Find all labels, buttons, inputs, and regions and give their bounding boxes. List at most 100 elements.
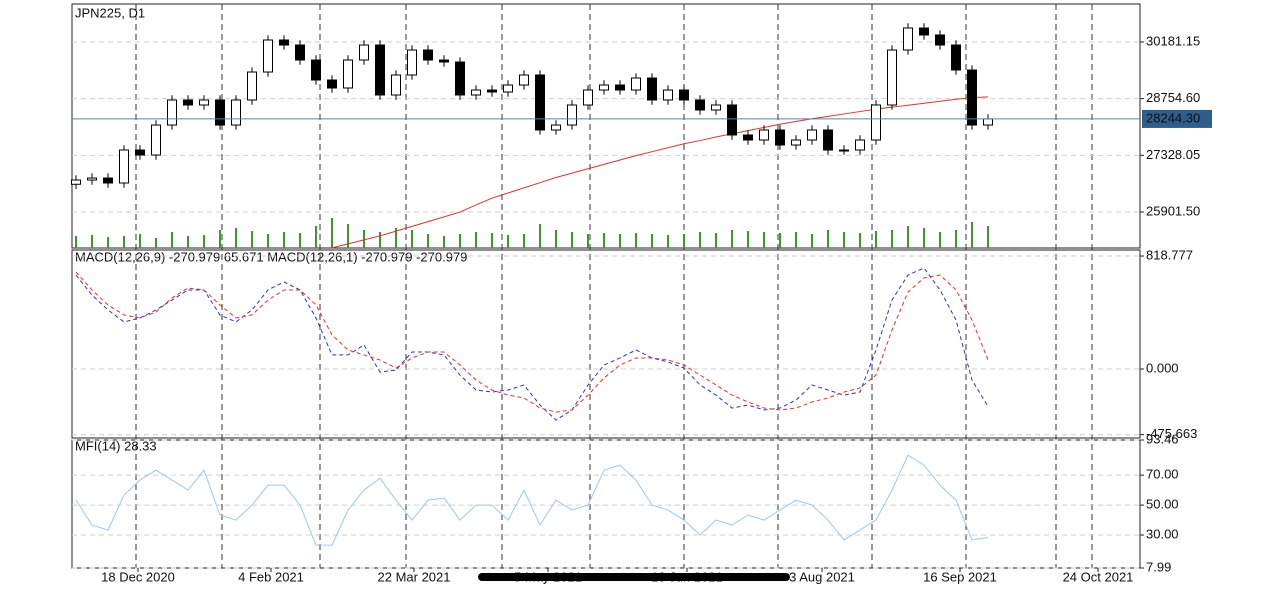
candle-body [439,59,449,63]
candle-body [855,139,865,151]
x-tick-label: 24 Oct 2021 [1063,569,1134,584]
volume-bar [827,230,829,248]
y-tick-label: 818.777 [1146,247,1193,262]
candle-body [199,99,209,106]
volume-bar [907,226,909,248]
volume-bar [507,235,509,248]
candle-body [247,71,257,101]
candle-body [663,89,673,101]
candle-body [535,74,545,131]
candle-body [407,49,417,76]
candle-body [743,134,753,141]
candle-body [231,99,241,126]
volume-bar [475,232,477,248]
volume-bar [107,237,109,248]
volume-bar [155,238,157,248]
macd-title: MACD(12,26,9) -270.979 65.671 MACD(12,26… [75,249,467,264]
candle-body [279,39,289,46]
candle-body [391,74,401,96]
x-tick-label: 18 Dec 2020 [101,569,175,584]
volume-bar [555,230,557,248]
candle-body [967,69,977,126]
candle-body [983,118,993,126]
candle-body [87,177,97,181]
candle-body [839,149,849,152]
candle-body [615,84,625,91]
volume-bar [587,234,589,248]
volume-bar [187,236,189,248]
y-tick-label: 30.00 [1146,526,1179,541]
volume-bar [971,222,973,248]
candle-body [903,27,913,51]
indicator-line [75,454,989,546]
volume-bar [987,226,989,248]
volume-bar [811,234,813,248]
volume-bar [491,233,493,248]
volume-bar [267,234,269,248]
x-tick-label: 16 Sep 2021 [923,569,997,584]
volume-bar [523,234,525,248]
candle-body [519,74,529,86]
indicator-line [75,271,989,413]
candle-body [183,99,193,106]
y-tick-label: 30181.15 [1146,33,1200,48]
y-tick-label: 70.00 [1146,467,1179,482]
candle-body [327,79,337,89]
candle-body [103,177,113,184]
candle-body [167,99,177,126]
candle-body [359,44,369,61]
candle-body [887,49,897,106]
mfi-title: MFI(14) 28.33 [75,438,157,453]
price-title: JPN225, D1 [75,5,145,20]
volume-bar [347,224,349,248]
volume-bar [843,232,845,248]
price-panel [71,3,1141,249]
candle-body [551,124,561,131]
volume-bar [363,230,365,248]
candle-body [295,44,305,61]
volume-bar [283,232,285,248]
volume-bar [891,230,893,248]
volume-bar [619,234,621,248]
volume-bar [427,234,429,248]
volume-bar [955,230,957,248]
candle-body [375,44,385,96]
y-tick-label: 0.000 [1146,360,1179,375]
volume-bar [651,234,653,248]
candle-body [775,129,785,146]
volume-bar [219,230,221,248]
candle-body [951,44,961,71]
candle-body [583,89,593,106]
volume-bar [699,232,701,248]
y-tick-label: 93.46 [1146,431,1179,446]
y-tick-label: 27328.05 [1146,147,1200,162]
volume-bar [603,233,605,248]
candle-body [871,104,881,141]
candle-body [695,99,705,111]
candle-body [487,89,497,93]
candle-body [935,34,945,46]
moving-average [331,96,989,249]
candle-body [503,84,513,93]
volume-bar [923,228,925,248]
candle-body [135,149,145,156]
candle-body [343,59,353,89]
volume-bar [875,231,877,248]
volume-bar [779,233,781,248]
volume-bar [379,232,381,248]
x-tick-label: 4 Feb 2021 [238,569,304,584]
candle-body [567,104,577,126]
y-tick-label: -475.663 [1146,426,1197,441]
candle-body [823,129,833,151]
volume-bar [571,232,573,248]
y-tick-label: 7.99 [1146,559,1171,574]
volume-bar [171,232,173,248]
candle-body [471,89,481,96]
indicator-line [75,267,989,421]
period-separators [135,4,1093,568]
volume-bar [731,230,733,248]
candle-body [455,61,465,96]
volume-bar [715,233,717,248]
candle-body [423,49,433,61]
